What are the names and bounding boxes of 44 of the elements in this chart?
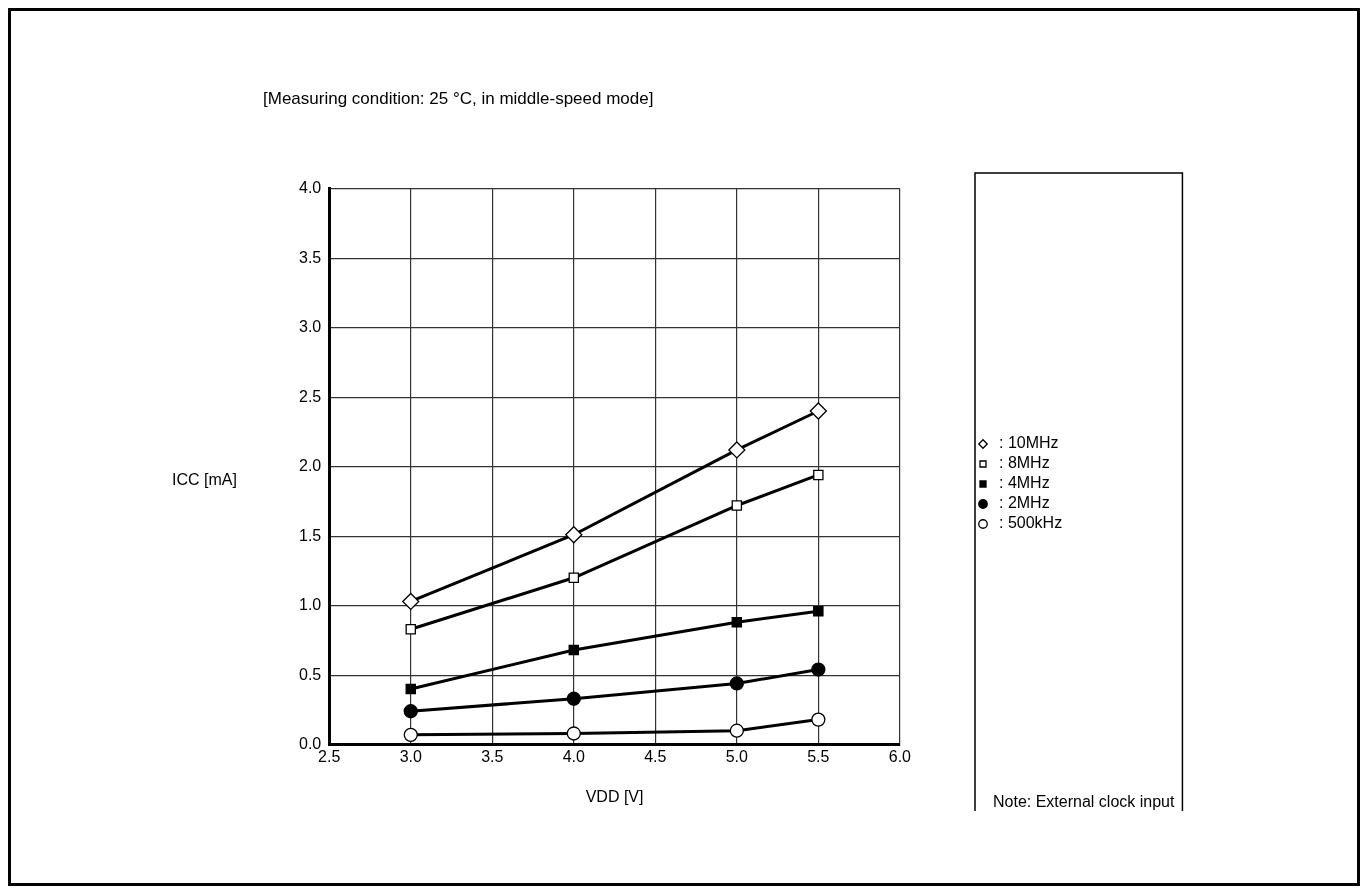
point	[566, 726, 581, 741]
x-tick-label: 6.0	[888, 747, 912, 765]
y-tick-label: 4.0	[298, 179, 322, 197]
y-tick-label: 3.5	[298, 248, 322, 266]
point	[813, 469, 824, 481]
y-tick-label: 0.5	[298, 665, 322, 683]
point	[402, 592, 420, 611]
point	[731, 617, 743, 628]
legend-label: : 500kHz	[999, 514, 1063, 532]
point	[403, 727, 418, 743]
point	[731, 500, 743, 511]
x-tick-label: 4.5	[644, 747, 667, 765]
point	[566, 691, 581, 706]
y-tick-label: 2.5	[298, 387, 322, 405]
point	[811, 712, 826, 727]
x-tick-label: 5.5	[807, 747, 830, 765]
y-tick-label: 3.0	[298, 318, 322, 336]
y-tick-label: 1.0	[298, 596, 322, 614]
point	[405, 623, 417, 635]
x-tick-label: 3.0	[399, 747, 422, 765]
point	[809, 402, 827, 420]
legend-label: : 4MHz	[999, 474, 1050, 492]
x-axis-title: VDD [V]	[585, 787, 644, 805]
chart-title: [Measuring condition: 25 °C, in middle-speed mode]	[263, 89, 654, 109]
point	[813, 605, 824, 617]
point	[403, 704, 418, 719]
point	[565, 526, 583, 544]
point	[568, 572, 580, 584]
x-tick-label: 3.5	[481, 747, 504, 765]
point	[729, 723, 744, 738]
x-tick-label: 5.0	[725, 747, 749, 765]
point	[811, 662, 826, 677]
legend-label: : 10MHz	[999, 434, 1059, 452]
point	[405, 683, 417, 695]
point	[568, 644, 580, 656]
point	[728, 441, 746, 459]
legend-label: : 8MHz	[999, 454, 1050, 472]
y-axis-title: ICC [mA]	[172, 471, 237, 489]
text: Note: External clock input	[993, 793, 1175, 811]
y-tick-label: 1.5	[298, 526, 322, 544]
x-tick-label: 4.0	[562, 747, 586, 765]
y-tick-label: 2.0	[298, 457, 322, 475]
point	[729, 676, 744, 691]
legend-label: : 2MHz	[999, 494, 1050, 512]
